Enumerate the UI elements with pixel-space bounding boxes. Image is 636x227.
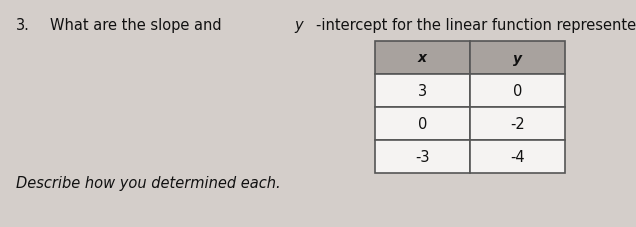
Bar	[375, 75, 470, 108]
Text: 0: 0	[418, 116, 427, 131]
Text: 3: 3	[418, 84, 427, 99]
Text: y: y	[513, 51, 522, 65]
Bar	[470, 42, 565, 75]
Bar	[375, 108, 470, 140]
Text: 3.: 3.	[16, 18, 30, 33]
Bar	[470, 75, 565, 108]
Text: -3: -3	[415, 149, 430, 164]
Bar	[375, 140, 470, 173]
Text: -4: -4	[510, 149, 525, 164]
Text: -intercept for the linear function represented in the table?: -intercept for the linear function repre…	[316, 18, 636, 33]
Text: What are the slope and: What are the slope and	[50, 18, 226, 33]
Bar	[470, 140, 565, 173]
Text: -2: -2	[510, 116, 525, 131]
Text: 0: 0	[513, 84, 522, 99]
Text: y: y	[294, 18, 303, 33]
Bar	[470, 108, 565, 140]
Text: x: x	[418, 51, 427, 65]
Bar	[375, 42, 470, 75]
Text: Describe how you determined each.: Describe how you determined each.	[16, 175, 280, 190]
